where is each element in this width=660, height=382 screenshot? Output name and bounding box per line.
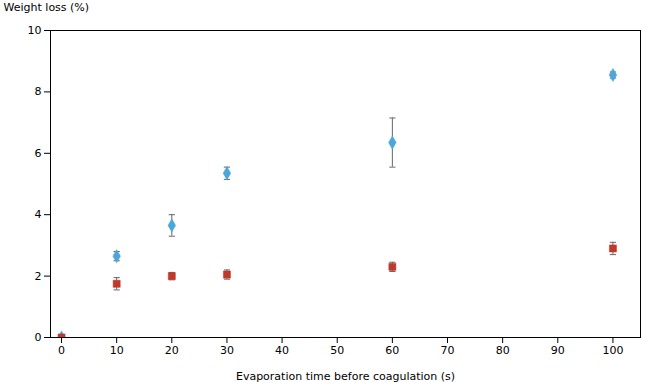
svg-text:10: 10: [28, 24, 42, 37]
svg-text:30: 30: [220, 344, 234, 357]
svg-text:70: 70: [441, 344, 455, 357]
svg-text:8: 8: [35, 85, 42, 98]
svg-text:90: 90: [551, 344, 565, 357]
svg-text:0: 0: [35, 331, 42, 344]
svg-text:10: 10: [110, 344, 124, 357]
svg-text:100: 100: [602, 344, 623, 357]
svg-text:80: 80: [496, 344, 510, 357]
svg-text:Weight loss (%): Weight loss (%): [4, 1, 90, 14]
svg-text:6: 6: [35, 147, 42, 160]
svg-text:4: 4: [35, 208, 42, 221]
svg-text:0: 0: [58, 344, 65, 357]
svg-text:Evaporation time before coagul: Evaporation time before coagulation (s): [236, 370, 455, 382]
svg-text:40: 40: [275, 344, 289, 357]
svg-text:50: 50: [330, 344, 344, 357]
svg-text:60: 60: [385, 344, 399, 357]
svg-text:20: 20: [165, 344, 179, 357]
svg-text:2: 2: [35, 270, 42, 283]
